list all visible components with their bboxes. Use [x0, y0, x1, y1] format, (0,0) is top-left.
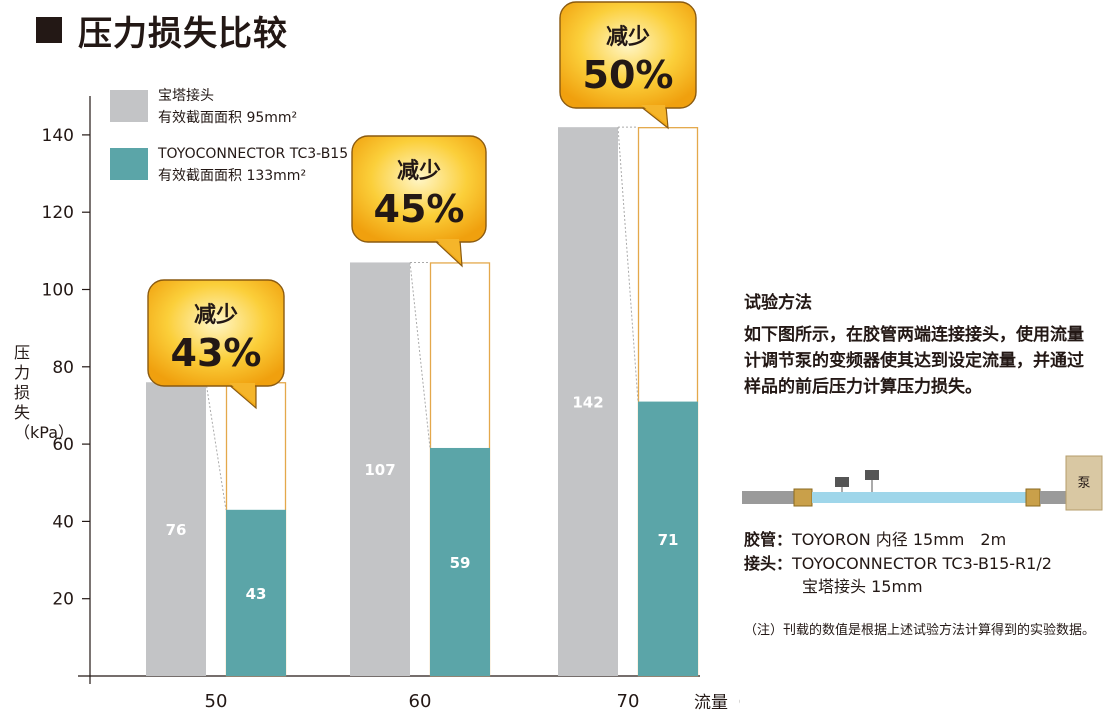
callout-word: 减少	[397, 158, 441, 184]
callout-percent: 50%	[583, 53, 674, 97]
pump-icon	[1065, 455, 1103, 511]
y-axis-label-part: （kPa）	[14, 423, 74, 442]
legend-line-2: 有效截面面积 133mm²	[158, 168, 306, 184]
x-tick-label: 60	[409, 691, 432, 712]
legend-line-1: TOYOCONNECTOR TC3-B15	[157, 146, 348, 162]
connector-dotted	[617, 127, 639, 402]
callout-box	[147, 279, 285, 387]
bar-bamboo-joint	[146, 382, 206, 676]
bar-toyoconnector	[638, 401, 698, 676]
y-tick-label: 40	[52, 512, 74, 532]
flow-meter-icon	[865, 470, 879, 480]
bar-bamboo-joint	[350, 262, 410, 676]
bar-value-label: 59	[450, 554, 471, 572]
y-tick-label: 60	[52, 435, 74, 455]
page-title-block: 压力损失比较	[36, 8, 288, 54]
y-axis-label-part: 损	[14, 383, 30, 402]
spec-fitting: 接头：TOYOCONNECTOR TC3-B15-R1/2	[744, 550, 1104, 574]
test-setup-diagram: 泵	[742, 455, 1103, 511]
bar-value-label: 76	[166, 521, 187, 539]
callout-word: 减少	[606, 24, 650, 50]
method-heading: 试验方法	[744, 293, 812, 313]
callout-word: 减少	[194, 302, 238, 328]
fitting-label: 接头：	[744, 554, 793, 573]
callout-tail-fill	[641, 105, 667, 124]
connector-dotted	[409, 262, 431, 449]
y-tick-label: 120	[42, 203, 74, 223]
legend-line-2: 有效截面面积 95mm²	[158, 110, 297, 126]
title-square-icon	[36, 17, 62, 43]
x-axis-label: 流量（L/min）	[694, 693, 740, 712]
callout-percent: 45%	[374, 187, 465, 231]
y-axis-label: 压力损失（kPa）	[14, 343, 74, 442]
left-fitting-icon	[793, 488, 813, 507]
bar-value-label: 43	[246, 585, 267, 603]
bar-value-label: 142	[572, 394, 603, 412]
bar-bamboo-joint	[558, 127, 618, 677]
pressure-gauge-icon	[835, 477, 849, 487]
pressure-loss-chart: 20 40 60 80 100 120 140 压力损失（kPa） 流量（L/min） 50 76 4…	[14, 1, 740, 712]
callout-tail-fill	[435, 239, 461, 262]
bar-toyoconnector	[226, 509, 286, 676]
callout-percent: 43%	[171, 331, 262, 375]
hose-value: TOYORON 内径 15mm 2m	[792, 530, 1007, 549]
hose-right-segment	[1040, 491, 1066, 504]
spec-hose: 胶管：TOYORON 内径 15mm 2m	[744, 526, 1104, 550]
bar-value-label: 71	[658, 531, 679, 549]
hose-icon	[812, 492, 1026, 503]
method-description: 如下图所示，在胶管两端连接接头，使用流量计调节泵的变频器使其达到设定流量，并通过…	[744, 325, 1084, 397]
y-axis-label-part: 力	[14, 363, 30, 382]
fitting-value-1: TOYOCONNECTOR TC3-B15-R1/2	[792, 554, 1052, 573]
legend-line-1: 宝塔接头	[158, 87, 214, 104]
y-tick-label: 80	[52, 358, 74, 378]
callout-box	[351, 135, 487, 243]
y-tick-label: 20	[52, 590, 74, 610]
y-tick-label: 100	[42, 281, 74, 301]
y-tick-label: 140	[42, 126, 74, 146]
right-fitting-icon	[1025, 488, 1041, 507]
callout-box	[559, 1, 697, 109]
hose-left-segment	[742, 491, 794, 504]
legend-swatch	[110, 148, 148, 180]
x-tick-label: 70	[617, 691, 640, 712]
page-title: 压力损失比较	[78, 13, 288, 54]
callout-tail-fill	[229, 383, 255, 404]
hose-label: 胶管：	[744, 530, 793, 549]
y-axis-label-part: 压	[14, 343, 30, 362]
legend-swatch	[110, 90, 148, 122]
fitting-value-2: 宝塔接头 15mm	[802, 577, 923, 596]
connector-dotted	[205, 382, 227, 510]
pump-label: 泵	[1077, 476, 1090, 491]
x-tick-label: 50	[205, 691, 228, 712]
bar-value-label: 107	[364, 461, 395, 479]
footnote: （注）刊载的数值是根据上述试验方法计算得到的实验数据。	[744, 623, 1096, 638]
y-axis-label-part: 失	[14, 403, 30, 422]
bar-toyoconnector	[430, 447, 490, 676]
